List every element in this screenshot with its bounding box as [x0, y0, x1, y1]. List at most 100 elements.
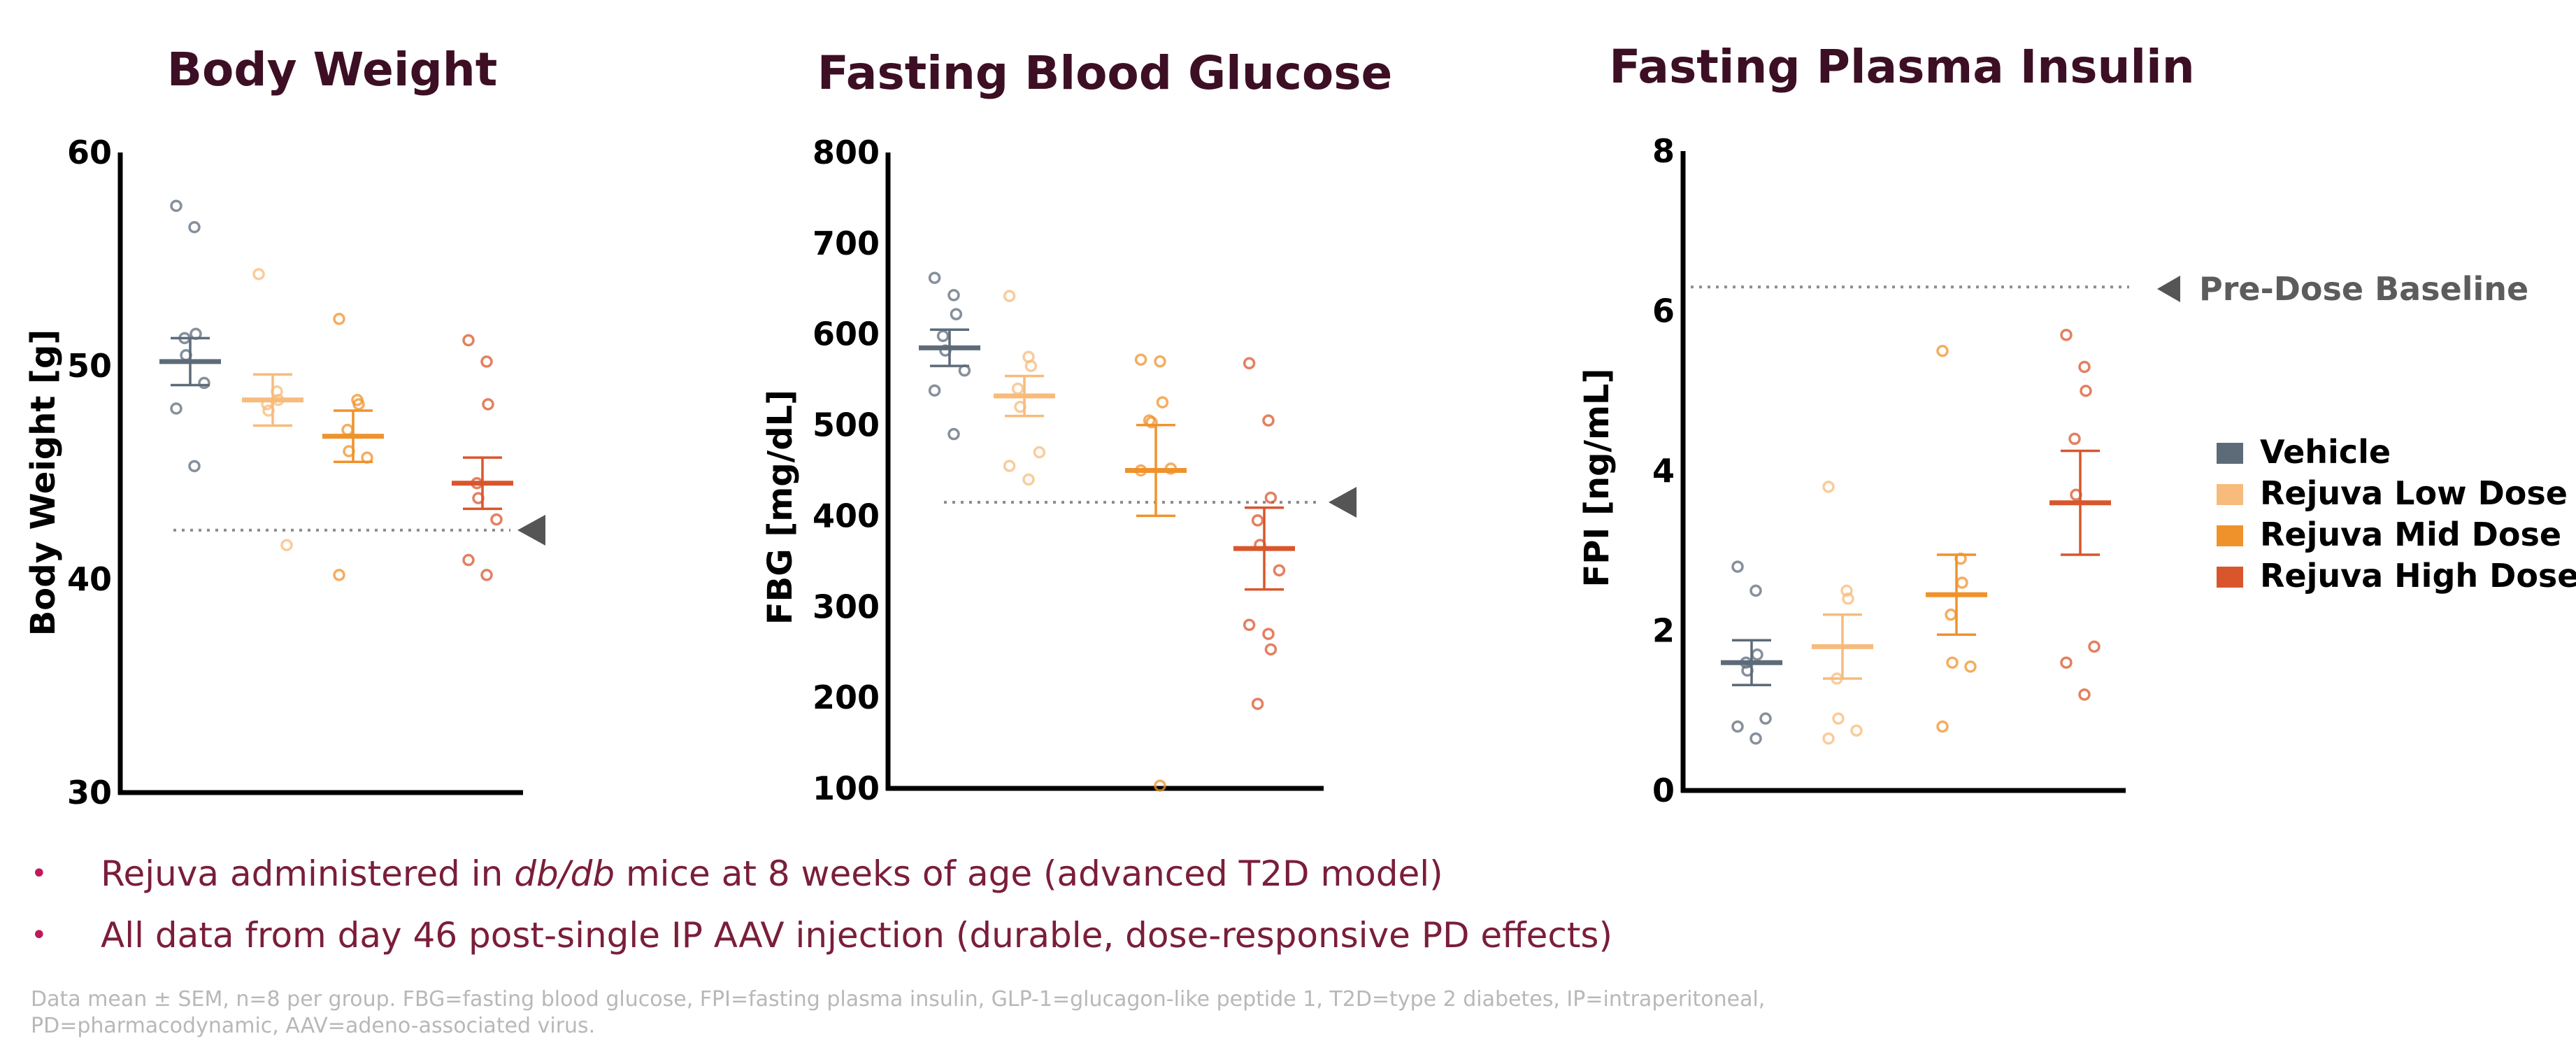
- data-point: [2088, 640, 2101, 653]
- footnote-line-2: PD=pharmacodynamic, AAV=adeno-associated…: [31, 1014, 596, 1038]
- series-vehicle: [159, 199, 221, 473]
- series-mid-dose: [322, 313, 384, 581]
- y-tick-label: 100: [813, 769, 880, 807]
- data-point: [1822, 481, 1835, 493]
- axes: 100 200 300 400 500 600 700 800: [813, 134, 1324, 807]
- data-point: [1946, 656, 1959, 669]
- legend-label: Rejuva Low Dose: [2260, 474, 2568, 512]
- data-point: [1022, 473, 1035, 486]
- data-point: [252, 268, 265, 281]
- data-point: [936, 329, 950, 343]
- data-point: [198, 376, 210, 390]
- data-point: [1956, 576, 1968, 589]
- data-point: [462, 334, 475, 347]
- data-point: [1273, 564, 1286, 577]
- series-vehicle: [919, 271, 980, 441]
- legend-swatch: [2217, 484, 2243, 505]
- data-point: [188, 460, 201, 473]
- y-tick-label: 200: [813, 679, 880, 716]
- y-axis-label: FBG [mg/dL]: [761, 390, 800, 625]
- data-point: [333, 313, 345, 325]
- data-point: [1262, 414, 1275, 427]
- series-high-dose: [2049, 329, 2111, 701]
- y-tick-label: 8: [1652, 132, 1675, 170]
- bullet-emphasis: db/db: [514, 853, 615, 894]
- bullet-list: • Rejuva administered in db/db mice at 8…: [28, 843, 2405, 966]
- data-point: [188, 221, 201, 234]
- data-point: [1243, 618, 1256, 632]
- data-marks: [919, 271, 1357, 792]
- data-point: [1751, 648, 1763, 661]
- data-point: [170, 199, 183, 212]
- data-point: [1731, 720, 1744, 733]
- data-point: [1749, 732, 1762, 745]
- data-point: [1936, 344, 1949, 357]
- footnote: Data mean ± SEM, n=8 per group. FBG=fast…: [31, 986, 1919, 1040]
- data-point: [482, 398, 494, 411]
- data-point: [280, 539, 293, 551]
- data-point: [490, 513, 503, 526]
- data-point: [1251, 697, 1264, 710]
- data-point: [1145, 416, 1158, 429]
- legend-item-vehicle: Vehicle: [2217, 433, 2391, 471]
- data-point: [2078, 360, 2091, 374]
- bullet-dot: •: [31, 858, 48, 890]
- baseline-marker-icon: [1329, 486, 1357, 518]
- data-point: [1822, 732, 1835, 745]
- data-point: [1003, 290, 1016, 302]
- data-point: [1156, 396, 1169, 409]
- y-tick-label: 30: [67, 774, 112, 811]
- legend-item-mid-dose: Rejuva Mid Dose: [2217, 516, 2561, 553]
- bullet-dot: •: [31, 919, 48, 951]
- y-axis-label: FPI [ng/mL]: [1577, 368, 1617, 587]
- series-low-dose: [1812, 481, 1873, 745]
- data-point: [1731, 560, 1744, 573]
- y-tick-label: 0: [1652, 772, 1675, 809]
- y-tick-label: 50: [67, 347, 112, 385]
- data-point: [352, 398, 365, 411]
- data-point: [2060, 656, 2073, 669]
- chart-title: Body Weight: [167, 43, 498, 97]
- series-low-dose: [994, 290, 1055, 486]
- data-marks: [1691, 285, 2129, 745]
- y-tick-label: 2: [1652, 612, 1675, 650]
- data-point: [480, 569, 493, 581]
- legend-label: Rejuva Mid Dose: [2260, 516, 2561, 553]
- chart-body-weight: Body Weight Body Weight [g] 30 40 50 60: [24, 43, 545, 811]
- data-point: [1842, 593, 1854, 605]
- series-mid-dose: [1125, 353, 1187, 792]
- axes: 30 40 50 60: [67, 134, 523, 811]
- chart-fasting-blood-glucose: Fasting Blood Glucose FBG [mg/dL] 100 200…: [761, 46, 1392, 807]
- baseline-marker-icon: [2157, 276, 2180, 302]
- data-point: [1759, 712, 1772, 725]
- y-axis-label: Body Weight [g]: [24, 329, 63, 637]
- data-point: [1154, 355, 1166, 368]
- bullet-item: • Rejuva administered in db/db mice at 8…: [28, 843, 2405, 905]
- series-high-dose: [452, 334, 513, 581]
- data-point: [1154, 779, 1166, 792]
- legend-swatch: [2217, 443, 2243, 464]
- y-tick-label: 500: [813, 406, 880, 444]
- series-high-dose: [1233, 357, 1295, 710]
- baseline-marker-icon: [517, 514, 545, 546]
- baseline-label: Pre-Dose Baseline: [2199, 270, 2528, 308]
- chart-title: Fasting Plasma Insulin: [1609, 40, 2195, 94]
- data-point: [1749, 584, 1762, 597]
- series-mid-dose: [1926, 344, 1987, 733]
- legend: Vehicle Rejuva Low Dose Rejuva Mid Dose …: [2217, 433, 2576, 595]
- data-point: [928, 271, 941, 284]
- bullet-item: • All data from day 46 post-single IP AA…: [28, 905, 2405, 966]
- bullet-text: Rejuva administered in db/db mice at 8 w…: [101, 853, 1443, 894]
- data-point: [1264, 491, 1278, 504]
- data-point: [1264, 643, 1278, 656]
- data-point: [2078, 688, 2091, 701]
- legend-item-low-dose: Rejuva Low Dose: [2217, 474, 2568, 512]
- data-point: [1134, 353, 1147, 366]
- chart-fasting-plasma-insulin: Fasting Plasma Insulin FPI [ng/mL] 0 2 4 6 8…: [1577, 40, 2528, 809]
- legend-item-high-dose: Rejuva High Dose: [2217, 557, 2576, 595]
- chart-title: Fasting Blood Glucose: [817, 46, 1393, 100]
- footnote-line-1: Data mean ± SEM, n=8 per group. FBG=fast…: [31, 987, 1766, 1012]
- data-point: [947, 289, 960, 302]
- data-point: [333, 569, 345, 581]
